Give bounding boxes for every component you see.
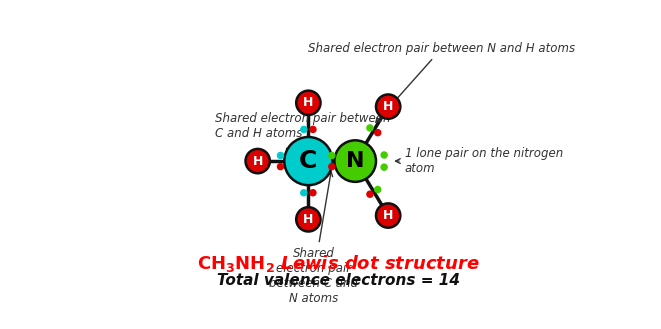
Circle shape	[367, 125, 373, 131]
Text: Total valence electrons = 14: Total valence electrons = 14	[217, 273, 460, 288]
Circle shape	[381, 164, 387, 170]
Text: 1 lone pair on the nitrogen
atom: 1 lone pair on the nitrogen atom	[395, 147, 563, 175]
Circle shape	[375, 187, 381, 192]
Circle shape	[329, 152, 335, 159]
Text: Shared electron pair between N and H atoms: Shared electron pair between N and H ato…	[309, 42, 576, 122]
Circle shape	[310, 126, 316, 133]
Circle shape	[367, 191, 373, 197]
Text: H: H	[253, 155, 263, 167]
Circle shape	[375, 130, 381, 136]
Circle shape	[278, 152, 284, 159]
Circle shape	[301, 190, 307, 196]
Text: H: H	[303, 96, 313, 109]
Text: Shared
electron pair
between C and
N atoms: Shared electron pair between C and N ato…	[269, 172, 358, 305]
Circle shape	[329, 164, 335, 170]
Text: H: H	[303, 213, 313, 226]
Text: H: H	[383, 209, 393, 222]
Circle shape	[296, 91, 321, 115]
Circle shape	[301, 126, 307, 133]
Text: $\mathbf{CH_3NH_2}$ Lewis dot structure: $\mathbf{CH_3NH_2}$ Lewis dot structure	[198, 253, 480, 274]
Circle shape	[376, 203, 401, 228]
Circle shape	[376, 94, 401, 119]
Text: Shared electron pair between
C and H atoms: Shared electron pair between C and H ato…	[215, 112, 390, 154]
Circle shape	[310, 190, 316, 196]
Circle shape	[296, 207, 321, 232]
Circle shape	[278, 164, 284, 170]
Text: N: N	[346, 151, 364, 171]
Circle shape	[245, 149, 270, 173]
Circle shape	[381, 152, 387, 158]
Circle shape	[334, 140, 376, 182]
Circle shape	[284, 137, 332, 185]
Text: C: C	[299, 149, 317, 173]
Text: H: H	[383, 100, 393, 113]
